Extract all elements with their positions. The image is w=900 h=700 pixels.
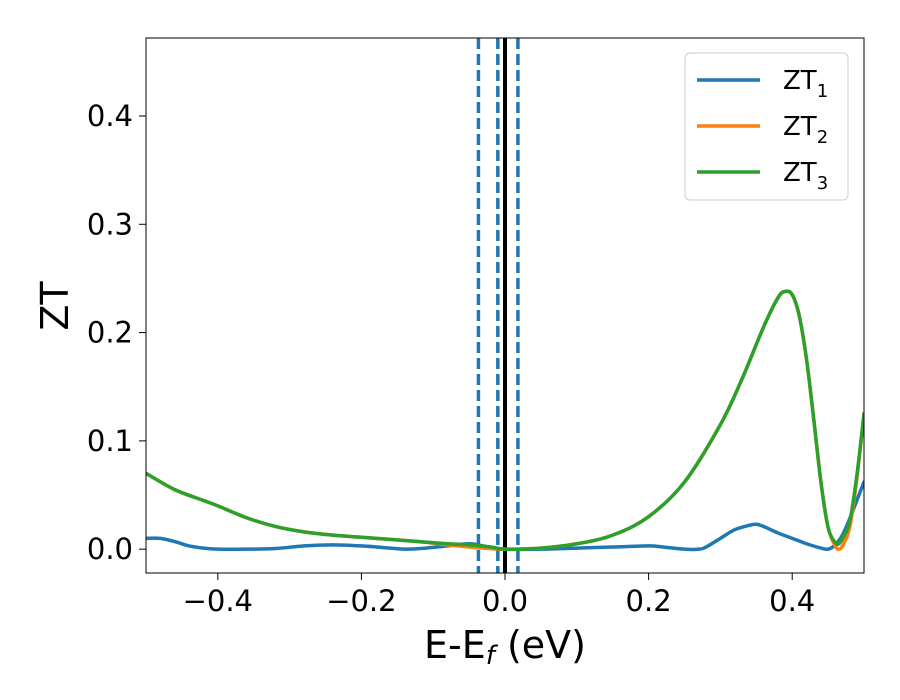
x-tick-label: 0.0: [482, 584, 528, 618]
y-tick-label: 0.3: [87, 207, 133, 241]
x-tick-label: 0.4: [769, 584, 815, 618]
legend-entries: ZT1 ZT2 ZT3: [697, 66, 828, 194]
x-axis-title-unit: (eV): [495, 623, 586, 667]
x-tick-label: −0.2: [326, 584, 396, 618]
y-tick-label: 0.4: [87, 99, 133, 133]
y-tick-label: 0.2: [87, 316, 133, 350]
y-axis-title: ZT: [33, 281, 77, 331]
y-tick-label: 0.0: [87, 532, 133, 566]
x-axis-ticks: −0.4 −0.2 0.0 0.2 0.4: [183, 573, 815, 618]
legend-box: [684, 52, 849, 201]
y-axis-ticks: 0.0 0.1 0.2 0.3 0.4: [87, 99, 146, 566]
x-axis-title-main: E-E: [424, 623, 486, 667]
series-line-zt1: [146, 480, 864, 552]
y-tick-label: 0.1: [87, 424, 133, 458]
legend-label-zt3: ZT3: [783, 158, 828, 194]
x-tick-label: −0.4: [183, 584, 253, 618]
series-lines: [146, 289, 864, 552]
legend-label-zt2: ZT2: [783, 112, 828, 148]
x-tick-label: 0.2: [626, 584, 672, 618]
legend: ZT1 ZT2 ZT3: [684, 52, 849, 201]
legend-label-zt1: ZT1: [783, 66, 828, 102]
reference-lines: [476, 38, 520, 573]
series-line-zt3: [146, 289, 864, 551]
x-axis-title: E-Ef (eV): [424, 623, 586, 671]
